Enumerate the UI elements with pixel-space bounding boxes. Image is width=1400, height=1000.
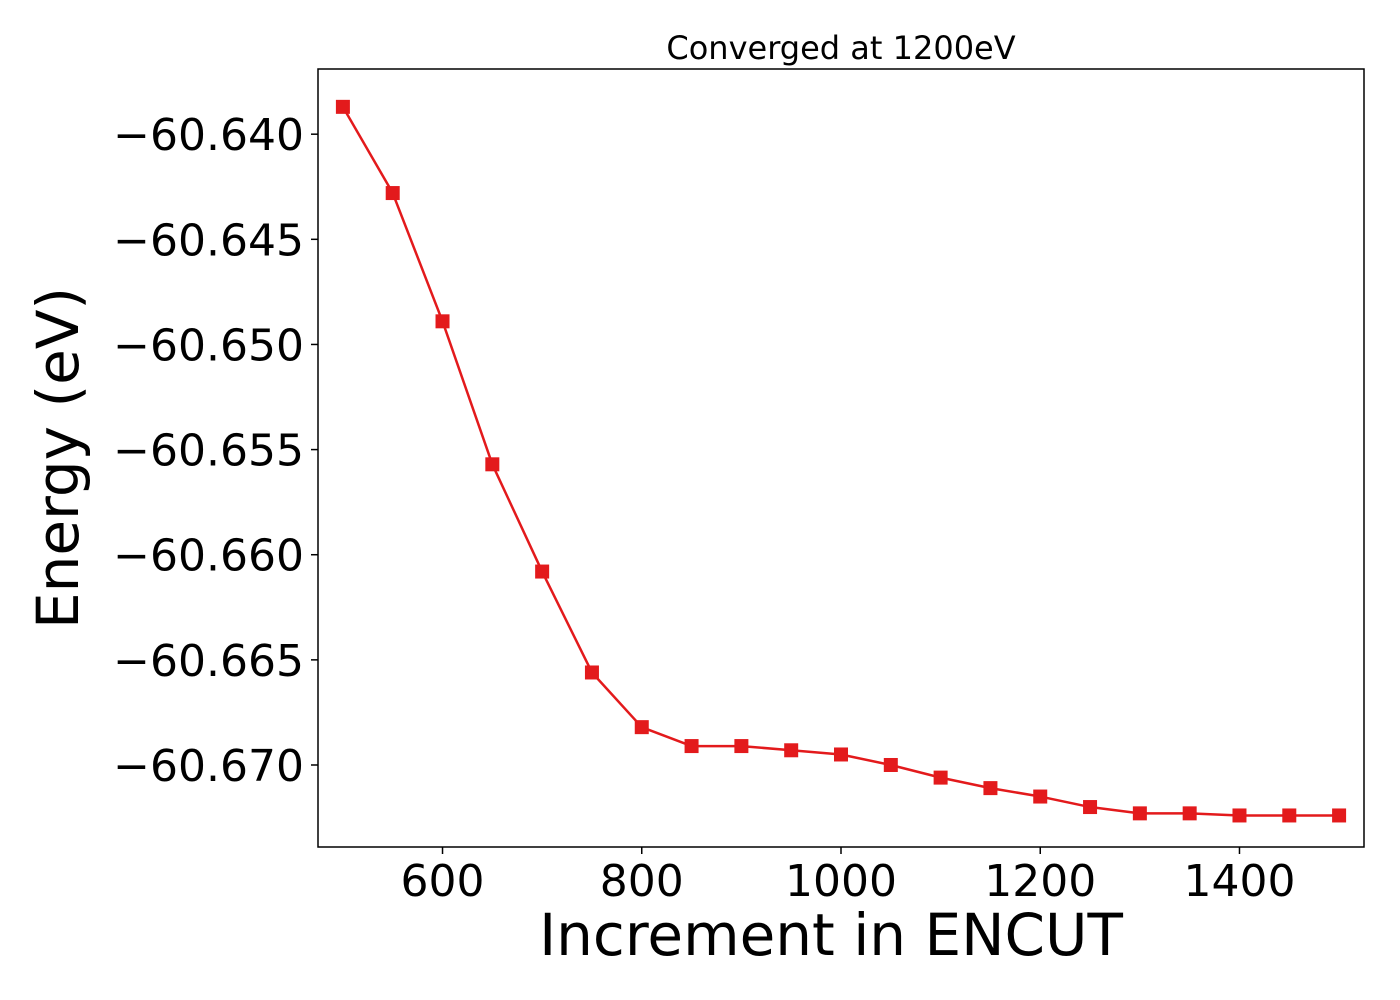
y-tick-label: −60.650 bbox=[113, 320, 304, 371]
data-point-marker bbox=[385, 186, 400, 201]
data-point-marker bbox=[1033, 789, 1048, 804]
y-tick-label: −60.655 bbox=[113, 426, 304, 477]
plot-area bbox=[335, 99, 1347, 823]
data-point-marker bbox=[584, 665, 599, 680]
x-tick-label: 600 bbox=[401, 856, 485, 907]
y-axis-label: Energy (eV) bbox=[24, 287, 92, 629]
data-point-marker bbox=[734, 739, 749, 754]
x-tick-label: 1400 bbox=[1183, 856, 1295, 907]
y-tick-label: −60.645 bbox=[113, 215, 304, 266]
data-point-marker bbox=[1182, 806, 1197, 821]
data-point-marker bbox=[335, 99, 350, 114]
data-point-marker bbox=[684, 739, 699, 754]
data-point-marker bbox=[435, 314, 450, 329]
data-point-marker bbox=[485, 457, 500, 472]
x-tick-label: 1200 bbox=[984, 856, 1096, 907]
data-point-marker bbox=[1332, 808, 1347, 823]
data-point-marker bbox=[983, 781, 998, 796]
data-point-marker bbox=[1132, 806, 1147, 821]
chart-title: Converged at 1200eV bbox=[666, 29, 1015, 67]
y-tick-label: −60.665 bbox=[113, 636, 304, 687]
data-point-marker bbox=[883, 757, 898, 772]
data-point-marker bbox=[634, 720, 649, 735]
data-point-marker bbox=[1083, 800, 1098, 815]
x-axis-label: Increment in ENCUT bbox=[539, 901, 1123, 969]
y-tick-label: −60.660 bbox=[113, 531, 304, 582]
data-point-marker bbox=[933, 770, 948, 785]
x-tick-label: 800 bbox=[600, 856, 684, 907]
y-axis-ticks: −60.640 −60.645 −60.650 −60.655 −60.660 −60.6… bbox=[113, 110, 318, 792]
x-axis-ticks: 600 800 1000 1200 1400 bbox=[401, 847, 1295, 907]
y-tick-label: −60.670 bbox=[113, 741, 304, 792]
y-tick-label: −60.640 bbox=[113, 110, 304, 161]
data-point-marker bbox=[535, 564, 550, 579]
data-point-marker bbox=[784, 743, 799, 758]
data-point-marker bbox=[834, 747, 848, 762]
x-tick-label: 1000 bbox=[785, 856, 897, 907]
data-point-marker bbox=[1282, 808, 1297, 823]
data-point-marker bbox=[1232, 808, 1247, 823]
